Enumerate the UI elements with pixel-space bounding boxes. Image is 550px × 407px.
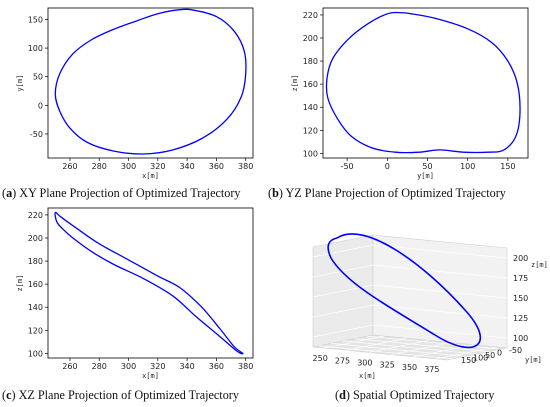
yz-y-axis-label: z[m] <box>291 75 299 92</box>
grid-3d <box>312 244 508 360</box>
y-axis-label: y[m] <box>525 356 542 364</box>
chart-xz-svg: 260 280 300 320 340 360 380 100 120 140 160 180 200 2… <box>16 207 254 380</box>
xz-x-tick-label: 280 <box>92 362 107 371</box>
grid-y-line <box>354 338 490 352</box>
xy-y-tick-label: 50 <box>33 73 43 82</box>
xz-x-tick-label: 300 <box>121 362 136 371</box>
yz-x-tick-label: 150 <box>500 162 515 171</box>
y-tick-label: 50 <box>485 351 495 360</box>
xz-x-tick-label: 320 <box>150 362 165 371</box>
grid-y-line <box>330 343 466 357</box>
xz-y-tick-label: 160 <box>28 280 43 289</box>
xz-x-axis-label: x[m] <box>142 372 159 380</box>
yz-x-axis-label: y[m] <box>417 172 434 180</box>
xy-x-axis-label: x[m] <box>142 172 159 180</box>
yz-trajectory-line <box>325 11 521 154</box>
y-tick-label: 0 <box>497 349 502 358</box>
xz-y-tick-label: 100 <box>28 349 43 358</box>
z-axis-label: z[m] <box>531 261 548 269</box>
chart-3d-svg: 250 275 300 325 350 375-500501001501001251501… <box>312 233 548 380</box>
yz-y-tick-label: 220 <box>303 11 318 20</box>
xz-y-tick-label: 220 <box>28 211 43 220</box>
grid-z-line-left <box>312 324 374 338</box>
xz-y-tick-label: 120 <box>28 326 43 335</box>
yz-y-tick-label: 140 <box>303 103 318 112</box>
xy-x-tick-label: 260 <box>62 162 77 171</box>
xy-y-axis-label: y[m] <box>16 75 24 92</box>
grid-y-line <box>342 340 478 355</box>
xz-plot-frame <box>47 207 254 359</box>
xz-trajectory-line <box>54 211 244 355</box>
grid-y-line <box>318 345 454 360</box>
z-tick-label: 200 <box>513 254 528 263</box>
x-tick-label: 250 <box>313 354 328 363</box>
chart-xz: 260 280 300 320 340 360 380 100 120 140 160 180 200 2… <box>0 200 275 385</box>
z-tick-label: 150 <box>513 294 528 303</box>
xy-trajectory-line <box>54 8 247 155</box>
trajectory-3d-line <box>327 233 482 349</box>
chart-3d: 250 275 300 325 350 375 -50 0 50 100 150 100 125 150 1… <box>275 200 550 385</box>
xz-y-axis-label: z[m] <box>16 275 24 292</box>
xz-x-tick-label: 380 <box>238 362 253 371</box>
caption-c: (c) XZ Plane Projection of Optimized Tra… <box>2 388 239 402</box>
grid-z-line-left <box>312 304 374 318</box>
xy-x-tick-label: 360 <box>209 162 224 171</box>
yz-y-tick-label: 100 <box>303 149 318 158</box>
yz-x-tick-label: 100 <box>460 162 475 171</box>
z-tick-label: 100 <box>513 334 528 343</box>
yz-plot-frame <box>322 7 529 159</box>
caption-b: (b) YZ Plane Projection of Optimized Tra… <box>268 186 506 200</box>
xy-y-tick-label: 0 <box>38 101 43 110</box>
xy-x-tick-label: 320 <box>150 162 165 171</box>
chart-xy-svg: 260 280 300 320 340 360 380 -50 0 50 100 150 x[m] y[m… <box>16 7 254 180</box>
xz-y-tick-label: 180 <box>28 257 43 266</box>
chart-yz-svg: -50 0 50 100 150 100 120 140 160 180 200 220 y[m] z[m… <box>291 7 529 180</box>
z-tick-label: 125 <box>513 314 528 323</box>
y-tick-label: 100 <box>473 353 488 362</box>
xy-x-tick-label: 280 <box>92 162 107 171</box>
grid-z-line-right <box>372 264 508 279</box>
z-tick-label: 175 <box>513 274 528 283</box>
yz-y-tick-label: 160 <box>303 80 318 89</box>
caption-a: (a) XY Plane Projection of Optimized Tra… <box>2 186 241 200</box>
xz-x-tick-label: 340 <box>179 362 194 371</box>
grid-z-line-right <box>372 284 508 299</box>
xy-x-tick-label: 380 <box>238 162 253 171</box>
x-tick-label: 350 <box>402 363 417 372</box>
grid-z-line-left <box>312 244 374 258</box>
grid-z-line-right <box>372 304 508 319</box>
x-tick-label: 275 <box>335 356 350 365</box>
y-tick-label: 150 <box>461 356 476 365</box>
x-axis-label: x[m] <box>359 372 376 380</box>
grid-z-line-left <box>312 284 374 298</box>
yz-y-tick-label: 180 <box>303 57 318 66</box>
xz-y-tick-label: 140 <box>28 303 43 312</box>
yz-y-tick-label: 120 <box>303 126 318 135</box>
yz-x-tick-label: -50 <box>341 162 354 171</box>
grid-y-line <box>366 335 502 350</box>
x-tick-label: 375 <box>424 365 439 374</box>
chart-yz: -50 0 50 100 150 100 120 140 160 180 200 220 y[m] z[m… <box>275 0 550 190</box>
x-tick-label: 325 <box>380 361 395 370</box>
yz-x-tick-label: 0 <box>385 162 390 171</box>
xy-y-tick-label: -50 <box>30 130 43 139</box>
caption-d: (d) Spatial Optimized Trajectory <box>335 388 495 402</box>
yz-y-tick-label: 200 <box>303 34 318 43</box>
y-tick-label: -50 <box>509 346 522 355</box>
x-tick-label: 300 <box>357 358 372 367</box>
xy-y-tick-label: 150 <box>28 15 43 24</box>
xz-x-tick-label: 360 <box>209 362 224 371</box>
xz-x-tick-label: 260 <box>62 362 77 371</box>
xy-x-tick-label: 300 <box>121 162 136 171</box>
grid-z-line-right <box>372 324 508 339</box>
grid-z-line-right <box>372 244 508 259</box>
xz-y-tick-label: 200 <box>28 234 43 243</box>
chart-xy: 260 280 300 320 340 360 380 -50 0 50 100 150 x[m] y[m… <box>0 0 275 190</box>
xy-x-tick-label: 340 <box>179 162 194 171</box>
grid-z-line-left <box>312 264 374 278</box>
xy-y-tick-label: 100 <box>28 44 43 53</box>
xy-plot-frame <box>47 7 254 159</box>
yz-x-tick-label: 50 <box>422 162 432 171</box>
ticks-3d: 250 275 300 325 350 375-500501001501001251501… <box>313 254 529 374</box>
